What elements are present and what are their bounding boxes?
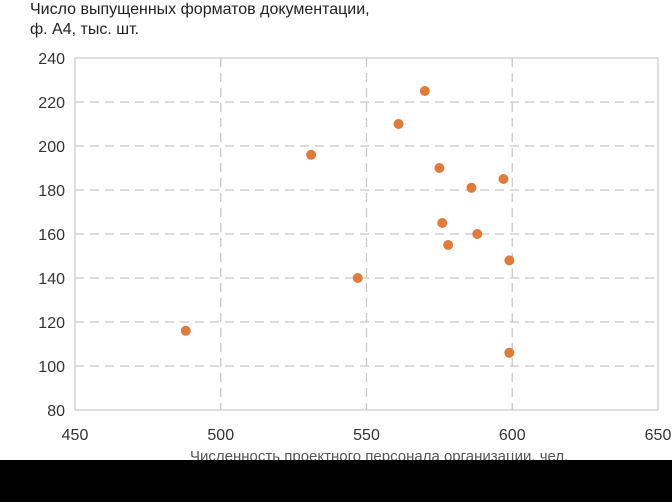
data-point-4 xyxy=(419,86,430,96)
data-point-8 xyxy=(466,182,477,193)
data-point-11 xyxy=(504,255,515,266)
y-axis-title-line-2: ф. А4, тыс. шт. xyxy=(30,21,140,38)
y-tick-label-120: 120 xyxy=(38,315,65,332)
x-tick-label-550: 550 xyxy=(353,427,380,444)
data-point-12 xyxy=(504,347,515,358)
y-tick-label-180: 180 xyxy=(38,183,65,200)
data-point-9 xyxy=(472,229,483,239)
x-tick-label-450: 450 xyxy=(62,427,89,444)
data-point-3 xyxy=(393,119,404,129)
y-axis-title-line-1: Число выпущенных форматов документации, xyxy=(30,1,370,18)
plot-border xyxy=(74,57,659,411)
grid-lines xyxy=(75,58,658,410)
data-point-7 xyxy=(443,240,454,250)
bottom-black-band xyxy=(0,460,672,502)
y-tick-label-140: 140 xyxy=(38,271,65,288)
x-tick-label-500: 500 xyxy=(207,427,234,444)
data-point-0 xyxy=(180,325,191,336)
tick-labels: 80 100 120 140 160 180 200 220 240 450 500 550 600 65… xyxy=(38,51,671,444)
y-tick-label-200: 200 xyxy=(38,139,65,156)
data-point-10 xyxy=(498,174,509,184)
data-points xyxy=(180,86,515,358)
y-tick-label-160: 160 xyxy=(38,227,65,244)
x-tick-label-650: 650 xyxy=(645,427,672,444)
x-tick-label-600: 600 xyxy=(499,427,526,444)
y-tick-label-240: 240 xyxy=(38,51,65,68)
plot-frame xyxy=(74,57,659,411)
data-point-1 xyxy=(306,149,317,160)
y-tick-label-80: 80 xyxy=(47,403,65,420)
data-point-6 xyxy=(437,218,448,228)
y-axis-title: Число выпущенных форматов документации, … xyxy=(30,0,370,40)
y-tick-label-100: 100 xyxy=(38,359,65,376)
data-point-2 xyxy=(352,273,363,283)
y-tick-label-220: 220 xyxy=(38,95,65,112)
data-point-5 xyxy=(434,163,445,173)
